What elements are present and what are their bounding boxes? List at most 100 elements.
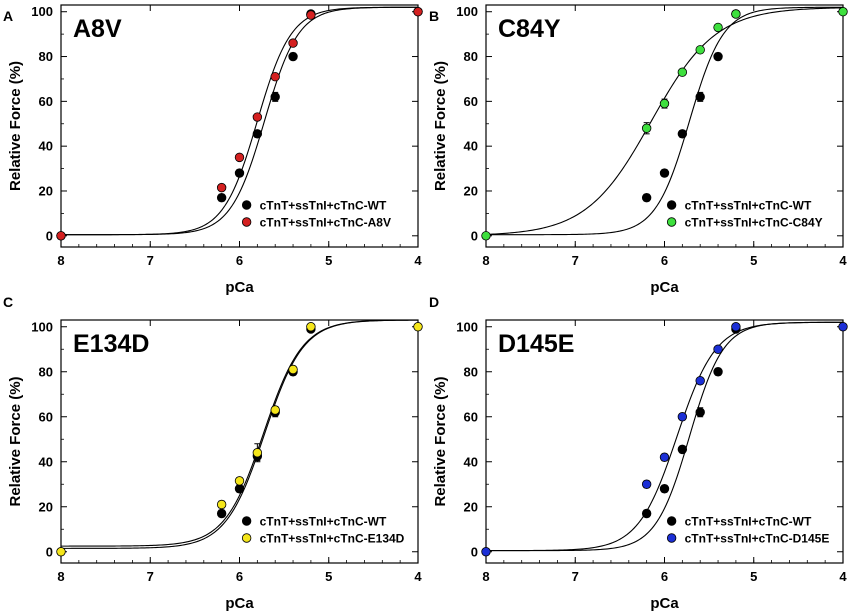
legend-marker — [666, 200, 677, 210]
y-tick-label: 80 — [39, 49, 53, 64]
data-point-series-0 — [641, 193, 652, 203]
data-point-series-0 — [288, 51, 298, 62]
x-tick-label: 8 — [482, 569, 489, 584]
legend-marker — [666, 533, 677, 543]
mutant-title: D145E — [498, 330, 574, 358]
fit-curve-1 — [61, 319, 419, 547]
data-point-series-1 — [306, 322, 316, 332]
data-point-series-1 — [641, 479, 652, 489]
y-tick-label: 60 — [39, 409, 53, 424]
x-tick-label: 4 — [839, 253, 847, 268]
data-point-series-1 — [731, 9, 741, 19]
y-tick-label: 40 — [464, 139, 478, 154]
y-tick-label: 20 — [464, 499, 478, 514]
data-point-series-1 — [216, 499, 227, 510]
y-tick-label: 20 — [39, 183, 53, 198]
data-point-series-1 — [713, 344, 723, 354]
x-tick-label: 6 — [661, 253, 668, 268]
y-tick-label: 40 — [464, 454, 478, 469]
data-point-series-1 — [413, 7, 423, 17]
legend-marker — [241, 217, 252, 227]
data-point-series-1 — [234, 152, 245, 163]
legend-label: cTnT+ssTnI+cTnC-WT — [260, 515, 387, 529]
x-axis-label: pCa — [650, 595, 679, 612]
data-point-series-1 — [731, 322, 741, 332]
data-point-series-1 — [659, 98, 670, 109]
data-point-series-1 — [659, 452, 670, 462]
y-tick-label: 100 — [456, 319, 478, 334]
data-point-series-0 — [659, 484, 670, 494]
data-point-series-1 — [252, 448, 263, 458]
x-tick-label: 8 — [57, 253, 64, 268]
data-point-series-1 — [270, 405, 280, 415]
data-point-series-0 — [641, 508, 652, 519]
data-point-series-1 — [695, 376, 705, 386]
y-tick-label: 0 — [471, 228, 478, 243]
data-point-series-0 — [216, 193, 227, 203]
x-tick-label: 7 — [147, 253, 154, 268]
data-point-series-1 — [56, 547, 66, 557]
data-point-series-1 — [216, 182, 227, 193]
y-tick-label: 100 — [31, 4, 53, 19]
data-point-series-1 — [252, 112, 263, 122]
fit-curve-1 — [485, 7, 844, 235]
x-axis-label: pCa — [650, 279, 679, 296]
y-tick-label: 80 — [464, 364, 478, 379]
y-axis-label: Relative Force (%) — [432, 61, 449, 191]
legend-marker — [241, 200, 252, 210]
data-point-series-1 — [641, 123, 652, 133]
legend-label: cTnT+ssTnI+cTnC-D145E — [685, 532, 830, 546]
y-tick-label: 20 — [464, 183, 478, 198]
data-point-series-0 — [234, 168, 245, 178]
y-axis-label: Relative Force (%) — [7, 61, 24, 191]
data-point-series-1 — [838, 322, 848, 332]
data-point-series-0 — [695, 407, 705, 417]
fit-curve-0 — [486, 6, 843, 236]
x-tick-label: 7 — [572, 569, 579, 584]
data-point-series-1 — [234, 476, 245, 486]
data-point-series-0 — [234, 484, 245, 494]
data-point-series-1 — [713, 22, 723, 33]
x-tick-label: 4 — [414, 253, 422, 268]
y-tick-label: 0 — [46, 544, 53, 559]
data-point-series-0 — [713, 367, 723, 377]
y-tick-label: 40 — [39, 139, 53, 154]
mutant-title: A8V — [73, 15, 122, 43]
legend-label: cTnT+ssTnI+cTnC-WT — [685, 199, 812, 213]
legend-label: cTnT+ssTnI+cTnC-WT — [260, 199, 387, 213]
legend-label: cTnT+ssTnI+cTnC-A8V — [260, 216, 391, 230]
panel-letter: A — [3, 8, 13, 24]
data-point-series-0 — [659, 168, 670, 178]
data-point-series-0 — [270, 92, 280, 102]
y-tick-label: 0 — [471, 544, 478, 559]
x-tick-label: 6 — [236, 253, 243, 268]
y-tick-label: 60 — [464, 409, 478, 424]
panel-letter: B — [429, 8, 439, 24]
legend-marker — [241, 516, 252, 526]
legend-label: cTnT+ssTnI+cTnC-E134D — [260, 532, 405, 546]
x-tick-label: 5 — [750, 569, 757, 584]
data-point-series-1 — [306, 10, 316, 20]
data-point-series-1 — [481, 231, 491, 241]
data-point-series-1 — [56, 231, 66, 241]
mutant-title: E134D — [73, 330, 149, 358]
legend-marker — [241, 533, 252, 543]
data-point-series-0 — [216, 508, 227, 519]
data-point-series-1 — [677, 67, 688, 77]
panel-letter: D — [429, 294, 439, 310]
x-axis-label: pCa — [225, 595, 254, 612]
x-tick-label: 7 — [147, 569, 154, 584]
x-tick-label: 8 — [482, 253, 489, 268]
mutant-title: C84Y — [498, 15, 561, 43]
x-tick-label: 5 — [325, 569, 332, 584]
legend-marker — [666, 217, 677, 227]
data-point-series-1 — [413, 322, 423, 332]
legend-label: cTnT+ssTnI+cTnC-WT — [685, 515, 812, 529]
fit-curve-1 — [486, 321, 844, 552]
x-tick-label: 7 — [572, 253, 579, 268]
legend-label: cTnT+ssTnI+cTnC-C84Y — [685, 216, 823, 230]
